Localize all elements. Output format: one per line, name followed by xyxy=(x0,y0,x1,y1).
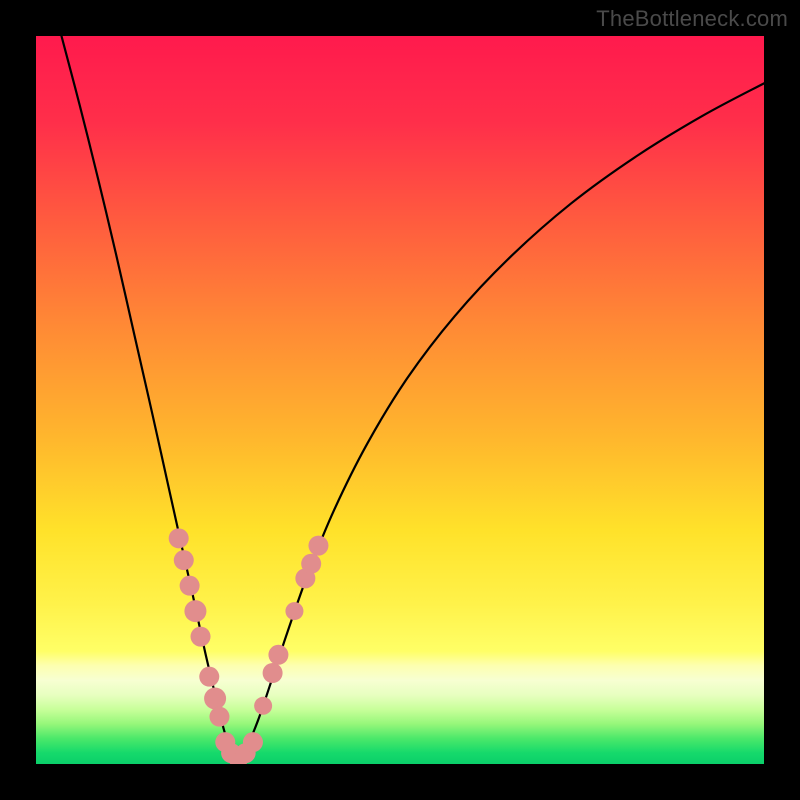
watermark-text: TheBottleneck.com xyxy=(596,6,788,32)
data-marker xyxy=(184,600,206,622)
left-curve-line xyxy=(61,36,236,760)
data-marker xyxy=(199,667,219,687)
data-marker xyxy=(301,554,321,574)
data-marker xyxy=(254,697,272,715)
data-marker xyxy=(174,550,194,570)
data-marker xyxy=(263,663,283,683)
data-marker xyxy=(285,602,303,620)
right-curve-line xyxy=(236,83,764,760)
plot-area xyxy=(36,36,764,764)
data-marker xyxy=(243,732,263,752)
bottleneck-chart xyxy=(36,36,764,764)
marker-group xyxy=(169,528,329,764)
data-marker xyxy=(209,707,229,727)
data-marker xyxy=(180,576,200,596)
data-marker xyxy=(308,536,328,556)
data-marker xyxy=(204,687,226,709)
frame-bottom xyxy=(0,764,800,800)
frame-left xyxy=(0,0,36,800)
frame-right xyxy=(764,0,800,800)
data-marker xyxy=(191,627,211,647)
data-marker xyxy=(169,528,189,548)
data-marker xyxy=(268,645,288,665)
